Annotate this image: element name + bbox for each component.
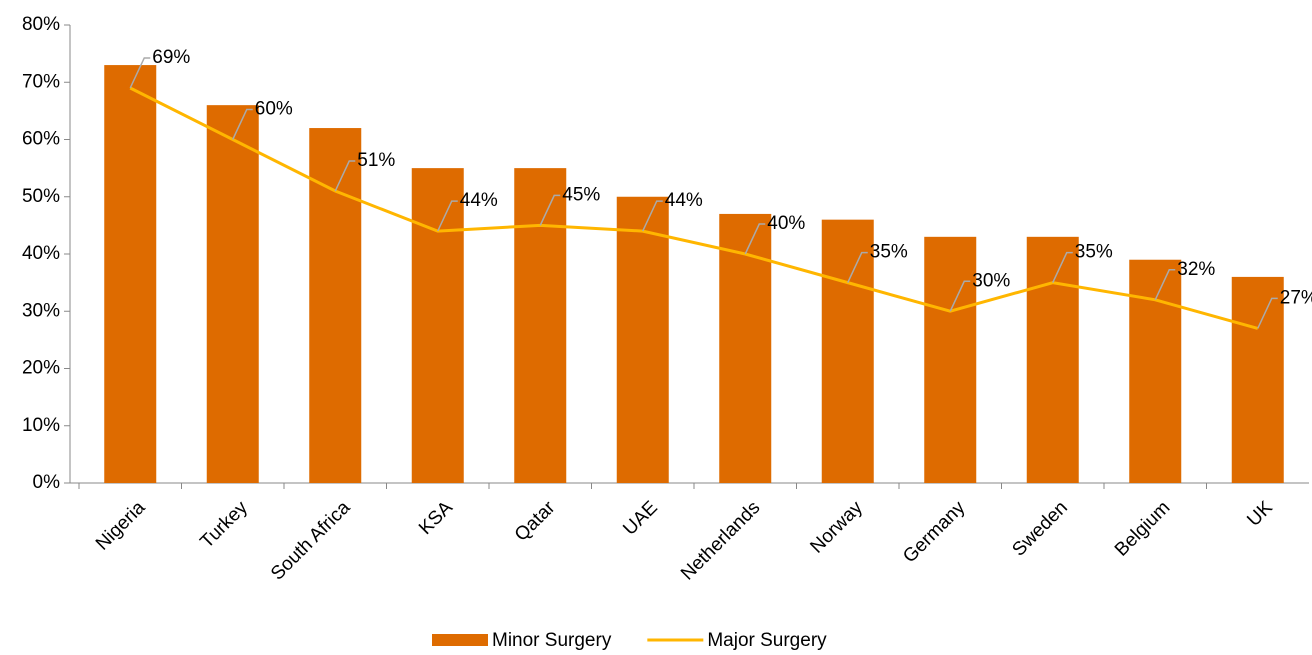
x-tick-label: Germany [899,497,969,567]
bar [821,219,874,483]
x-tick-label: Norway [806,497,867,558]
x-tick-label: South Africa [267,497,355,585]
line [129,86,1259,330]
legend-label: Minor Surgery [492,630,612,651]
legend-label: Major Surgery [707,630,827,651]
leader-line [437,200,458,232]
bar [309,128,362,484]
bar [411,168,464,483]
data-label: 35% [870,242,908,263]
data-label: 40% [767,213,805,234]
bar [1026,236,1079,483]
data-label: 45% [562,184,600,205]
bar [616,196,669,483]
data-label: 44% [665,190,703,211]
x-tick-label: Turkey [196,497,252,553]
leader-line [847,251,868,283]
leader-line [1154,269,1176,301]
data-label: 30% [972,270,1010,291]
y-tick-label: 40% [22,243,60,264]
leader-line [1257,297,1278,329]
data-label: 35% [1075,242,1113,263]
x-tick-label: Qatar [511,497,560,546]
y-tick-label: 20% [22,358,60,379]
leader-line [539,194,561,226]
x-tick-label: Sweden [1008,497,1071,560]
x-tick-label: Belgium [1111,497,1174,560]
leader-line [1052,251,1073,283]
bar [206,105,259,484]
y-tick-label: 80% [22,14,60,35]
data-label: 32% [1177,259,1215,280]
data-label: 27% [1280,287,1312,308]
x-tick-label: Netherlands [677,497,764,584]
leader-line [232,108,253,140]
bar [1129,259,1182,483]
bar [104,65,157,483]
bar [514,168,567,483]
leader-line [334,160,356,192]
data-label: 60% [255,99,293,120]
leader-line [642,200,663,232]
x-tick-label: UK [1243,497,1277,531]
legend-swatch [432,634,488,646]
data-label: 69% [152,47,190,68]
x-tick-label: KSA [415,497,457,539]
y-tick-label: 60% [22,129,60,150]
data-label: 51% [357,150,395,171]
y-tick-label: 10% [22,415,60,436]
y-tick-label: 0% [33,472,61,493]
x-tick-label: Nigeria [92,497,150,555]
y-tick-label: 50% [22,186,60,207]
y-tick-label: 30% [22,300,60,321]
x-tick-label: UAE [619,497,661,539]
bar [924,236,977,483]
bar [1231,276,1284,483]
leader-line [949,280,971,312]
y-tick-label: 70% [22,71,60,92]
leader-line [129,57,151,89]
leader-line [744,223,766,255]
data-label: 44% [460,190,498,211]
